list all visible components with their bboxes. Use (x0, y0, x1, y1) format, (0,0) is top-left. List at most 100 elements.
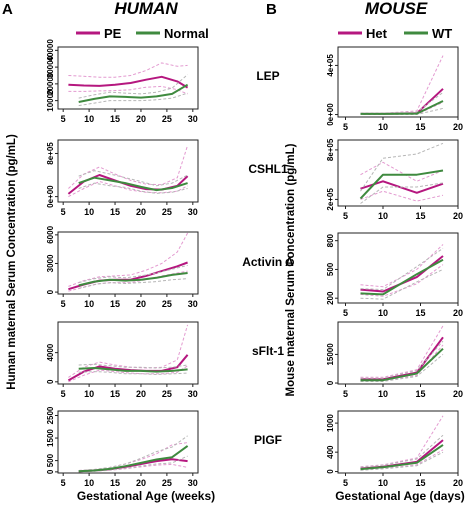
panel-a-lep-x-tick-label: 30 (188, 114, 198, 124)
panel-b-activin-a-frame (337, 232, 459, 304)
panel-a-lep-x-tick-label: 20 (136, 114, 146, 124)
panel-a-activin-a-y-tick-label: 3000 (46, 254, 55, 272)
panel-a-lep-frame (57, 46, 199, 110)
panel-b-pigf-wt-upper-ci-line (360, 434, 444, 468)
panel-b-lep-x-tick-label: 20 (453, 122, 463, 132)
panel-a-lep-normal-upper-ci-line (78, 74, 188, 99)
panel-b-sflt-1-y-tick-label: 0 (326, 380, 335, 385)
panel-a-y-axis-label: Human maternal Serum Concentration (pg/m… (6, 134, 18, 390)
panel-a-activin-a-x-tick-label: 25 (162, 299, 172, 309)
panel-b-y-axis-label: Mouse maternal Serum Concentration (pg/m… (285, 143, 297, 396)
panel-a-activin-a-y-tick-label: 0 (46, 289, 55, 294)
panel-a-cshl1-y-tick-label: 8e+05 (46, 142, 55, 165)
panel-a-cshl1-pe-lower-ci-line (68, 180, 188, 198)
figure-header: A HUMAN B MOUSE PE Normal Het WT Human m… (2, 0, 465, 503)
panel-a-cshl1-pe-upper-ci-line (68, 145, 189, 189)
panel-b-sflt-1-wt-upper-ci-line (360, 340, 444, 379)
legend-normal-label: Normal (164, 26, 209, 41)
panel-a-activin-a-x-tick-label: 20 (136, 299, 146, 309)
analyte-label-sflt1: sFlt-1 (252, 344, 284, 358)
panel-a-lep-y-tick-label: 20000 (46, 72, 55, 95)
panel-a-title: HUMAN (114, 0, 178, 18)
panel-a-lep-pe-upper-ci-line (68, 62, 188, 78)
panel-b-pigf-y-tick-label: 0 (326, 469, 335, 474)
panel-a-sflt-1-x-tick-label: 5 (61, 389, 66, 399)
panel-a-activin-a-x-tick-label: 15 (110, 299, 120, 309)
panel-b-pigf-x-tick-label: 5 (343, 478, 348, 488)
panel-b-lep-series-group (360, 55, 444, 115)
panel-a-cshl1-x-tick-label: 15 (110, 207, 120, 217)
analyte-label-cshl1: CSHL1 (248, 162, 288, 176)
panel-b-activin-a-subplot: 5 10 15 20 200 500 800 (326, 232, 463, 318)
panel-b-cshl1-het-upper-ci-line (360, 161, 444, 182)
panel-b-sflt-1-frame (337, 321, 459, 385)
panel-b-sflt-1-x-tick-label: 15 (415, 389, 425, 399)
panel-a-sflt-1-pe-lower-ci-line (68, 365, 188, 383)
panel-b-lep-wt-upper-ci-line (360, 92, 444, 114)
panel-b-sflt-1-y-tick-label: 15000 (326, 343, 335, 366)
panel-b-cshl1-y-tick-label: 2e+05 (326, 188, 335, 211)
panel-b-pigf-y-tick-label: 400 (326, 445, 335, 459)
panel-a-pigf-series-group (78, 435, 189, 473)
panel-a-cshl1-x-tick-label: 30 (188, 207, 198, 217)
panel-b-activin-a-y-tick-label: 800 (326, 233, 335, 247)
panel-a-pigf-x-tick-label: 5 (61, 478, 66, 488)
legend-wt-label: WT (432, 26, 452, 41)
panel-a-pigf-subplot: 5 10 15 20 25 30 0 500 1500 2500 (46, 406, 199, 488)
panel-a-sflt-1-x-tick-label: 30 (188, 389, 198, 399)
panel-a-lep-x-tick-label: 15 (110, 114, 120, 124)
panel-a-sflt-1-normal-upper-ci-line (78, 363, 188, 369)
panel-b-lep-frame (337, 46, 459, 118)
panel-b-lep-x-tick-label: 15 (415, 122, 425, 132)
panel-b-lep-y-tick-label: 4e+05 (326, 54, 335, 77)
panel-a-pigf-x-tick-label: 10 (84, 478, 94, 488)
panel-a-sflt-1-x-tick-label: 15 (110, 389, 120, 399)
panel-b-sflt-1-x-tick-label: 5 (343, 389, 348, 399)
panel-b-title: MOUSE (365, 0, 428, 18)
panel-b-x-axis-label: Gestational Age (days) (335, 489, 465, 503)
panel-b-activin-a-wt-lower-ci-line (360, 268, 444, 300)
panel-a-pigf-normal-series-line (78, 445, 189, 473)
panel-b-cshl1-x-tick-label: 10 (378, 211, 388, 221)
panel-a-cshl1-normal-lower-ci-line (78, 182, 188, 194)
panel-b-pigf-subplot: 5 10 15 20 0 400 1000 (326, 410, 463, 488)
panel-a-lep-x-tick-label: 10 (84, 114, 94, 124)
analyte-label-lep: LEP (256, 69, 279, 83)
panel-b-sflt-1-x-tick-label: 20 (453, 389, 463, 399)
panel-a-activin-a-x-tick-label: 30 (188, 299, 198, 309)
panel-b-lep-het-upper-ci-line (360, 55, 444, 114)
panel-b-letter: B (266, 1, 277, 18)
panel-a-cshl1-normal-upper-ci-line (78, 170, 188, 187)
panel-a-lep-y-tick-label: 40000 (46, 39, 55, 62)
panel-b-activin-a-y-tick-label: 200 (326, 291, 335, 305)
panel-b-cshl1-x-tick-label: 5 (343, 211, 348, 221)
panel-b-activin-a-x-tick-label: 10 (378, 308, 388, 318)
panel-a-x-axis-label: Gestational Age (weeks) (77, 489, 215, 503)
panel-a-sflt-1-y-tick-label: 4000 (46, 343, 55, 361)
panel-a-pigf-normal-lower-ci-line (78, 455, 188, 473)
panel-b-activin-a-wt-series-line (360, 258, 444, 296)
panel-a-lep-y-tick-label: 30000 (46, 55, 55, 78)
panel-b-pigf-x-tick-label: 20 (453, 478, 463, 488)
panel-b-activin-a-wt-upper-ci-line (360, 247, 444, 291)
panel-a-activin-a-y-tick-label: 6000 (46, 225, 55, 243)
panel-b-sflt-1-het-upper-ci-line (360, 325, 444, 378)
panel-a-pigf-pe-upper-ci-line (78, 442, 188, 471)
panel-a-lep-normal-series-line (78, 83, 189, 103)
panel-a-activin-a-series-group (68, 232, 189, 292)
panel-a-pigf-y-tick-label: 1500 (46, 429, 55, 447)
panel-b-sflt-1-subplot: 5 10 15 20 0 15000 (326, 321, 463, 399)
panel-a-lep-x-tick-label: 5 (61, 114, 66, 124)
panel-a-cshl1-subplot: 5 10 15 20 25 30 0e+00 8e+05 (46, 139, 199, 217)
panel-a-sflt-1-x-tick-label: 10 (84, 389, 94, 399)
panel-a-sflt-1-normal-lower-ci-line (78, 371, 188, 376)
legend-het-label: Het (366, 26, 388, 41)
panel-a-cshl1-series-group (67, 145, 189, 198)
panel-a-cshl1-frame (57, 139, 199, 203)
panel-a-pigf-x-tick-label: 30 (188, 478, 198, 488)
panel-b-cshl1-x-tick-label: 15 (415, 211, 425, 221)
panel-a-cshl1-x-tick-label: 25 (162, 207, 172, 217)
panel-a-activin-a-pe-upper-ci-line (68, 232, 189, 287)
panel-b-activin-a-series-group (360, 244, 444, 300)
